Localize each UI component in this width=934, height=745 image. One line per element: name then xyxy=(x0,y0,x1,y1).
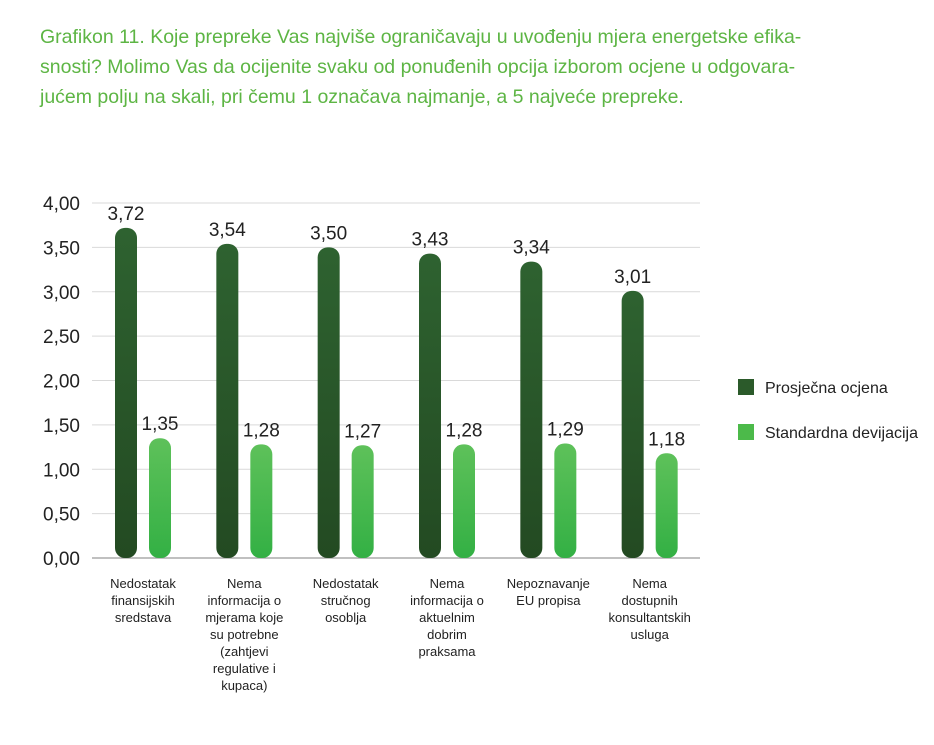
data-label: 3,54 xyxy=(209,220,246,241)
data-label: 3,01 xyxy=(614,267,651,288)
category-label: Nepoznavanje xyxy=(507,576,590,591)
category-label: dobrim xyxy=(427,627,467,642)
category-label: usluga xyxy=(631,627,670,642)
bar-prosjecna-ocjena xyxy=(216,243,239,558)
category-label: informacija o xyxy=(410,593,484,608)
category-label: mjerama koje xyxy=(205,610,283,625)
bar-standardna-devijacija xyxy=(453,444,475,558)
category-label: finansijskih xyxy=(111,593,175,608)
bar-prosjecna-ocjena xyxy=(621,290,644,558)
bar-standardna-devijacija xyxy=(351,445,374,558)
category-label: (zahtjevi xyxy=(220,644,269,659)
category-label: regulative i xyxy=(213,661,276,676)
data-label: 1,29 xyxy=(547,420,584,441)
bar-standardna-devijacija xyxy=(554,443,577,558)
y-tick-label: 0,00 xyxy=(43,549,80,570)
legend-swatch-standardna-devijacija xyxy=(738,424,754,440)
y-tick-label: 4,00 xyxy=(43,194,80,215)
y-axis-ticks: 0,00 0,50 1,00 1,50 2,00 2,50 3,00 3,50 4,00 xyxy=(43,194,80,570)
data-label: 3,34 xyxy=(513,238,550,259)
legend-label: Prosječna ocjena xyxy=(765,380,888,397)
data-label: 1,28 xyxy=(446,420,483,441)
category-label: konsultantskih xyxy=(608,610,690,625)
legend-swatch-prosjecna-ocjena xyxy=(738,379,754,395)
chart-title-line: snosti? Molimo Vas da ocijenite svaku od… xyxy=(40,56,796,78)
data-label: 1,28 xyxy=(243,420,280,441)
category-label: Nedostatak xyxy=(110,576,176,591)
chart-title: Grafikon 11. Koje prepreke Vas najviše o… xyxy=(40,22,860,112)
y-tick-label: 0,50 xyxy=(43,505,80,526)
data-label: 1,27 xyxy=(344,421,381,442)
y-tick-label: 1,00 xyxy=(43,460,80,481)
gridlines xyxy=(92,202,700,559)
category-label: Nema xyxy=(227,576,262,591)
category-label: aktuelnim xyxy=(419,610,475,625)
data-label: 3,43 xyxy=(412,230,449,251)
bar-standardna-devijacija xyxy=(655,453,678,558)
category-label: su potrebne xyxy=(210,627,279,642)
category-label: Nedostatak xyxy=(313,576,379,591)
data-label: 1,18 xyxy=(648,429,685,450)
category-label: stručnog xyxy=(321,593,371,608)
y-tick-label: 3,50 xyxy=(43,238,80,259)
data-label: 3,50 xyxy=(310,223,347,244)
data-label: 3,72 xyxy=(108,204,145,225)
y-tick-label: 2,00 xyxy=(43,372,80,393)
category-label: Nema xyxy=(430,576,465,591)
y-tick-label: 1,50 xyxy=(43,416,80,437)
category-label: kupaca) xyxy=(221,678,267,693)
y-tick-label: 3,00 xyxy=(43,283,80,304)
category-label: Nema xyxy=(632,576,667,591)
chart-title-line: jućem polju na skali, pri čemu 1 označav… xyxy=(40,86,684,108)
legend: Prosječna ocjena Standardna devijacija xyxy=(738,379,918,442)
category-label: praksama xyxy=(418,644,476,659)
bars xyxy=(115,227,678,558)
x-axis-categories: Nedostatak finansijskih sredstava Nema infor… xyxy=(110,576,691,693)
legend-label: Standardna devijacija xyxy=(765,425,918,442)
chart-title-line: Grafikon 11. Koje prepreke Vas najviše o… xyxy=(40,26,802,48)
bar-prosjecna-ocjena xyxy=(115,227,137,558)
category-label: informacija o xyxy=(207,593,281,608)
y-tick-label: 2,50 xyxy=(43,327,80,348)
category-label: osoblja xyxy=(325,610,367,625)
data-labels: 3,72 1,35 3,54 1,28 3,50 1,27 3,43 1,28 3,34 1,29… xyxy=(108,204,686,450)
category-label: EU propisa xyxy=(516,593,581,608)
category-label: sredstava xyxy=(115,610,172,625)
bar-prosjecna-ocjena xyxy=(419,253,441,558)
bar-standardna-devijacija xyxy=(250,444,273,558)
bar-prosjecna-ocjena xyxy=(520,261,543,558)
bar-standardna-devijacija xyxy=(149,438,171,558)
bar-prosjecna-ocjena xyxy=(317,247,340,558)
data-label: 1,35 xyxy=(142,414,179,435)
category-label: dostupnih xyxy=(621,593,677,608)
